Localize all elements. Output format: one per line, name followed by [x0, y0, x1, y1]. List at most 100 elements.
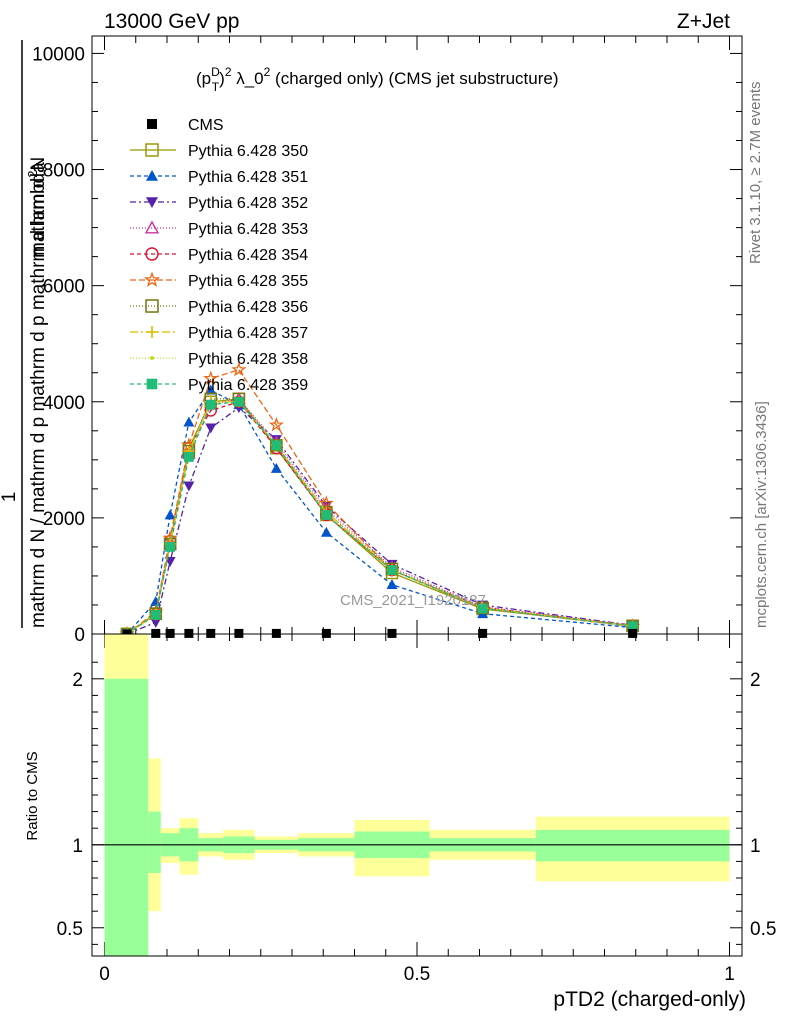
ratio-ytick-label: 1	[72, 836, 83, 857]
series-point-5	[203, 370, 219, 385]
legend-marker	[145, 247, 159, 261]
title-lambda: λ_0	[232, 69, 264, 88]
title-base: (p	[196, 69, 211, 88]
series-point-2	[205, 423, 217, 434]
header-left: 13000 GeV pp	[104, 10, 239, 33]
main-ytick-label: 10000	[32, 44, 85, 65]
ylabel-num-sup: 2	[25, 171, 40, 178]
ratio-band-inner	[104, 678, 149, 956]
ratio-plot: 0.5 0.5 1 1 2 2 0 0.5 1	[57, 633, 776, 985]
legend-label: CMS	[188, 117, 224, 134]
series-point-9	[150, 609, 161, 620]
series-point-1	[164, 509, 176, 520]
legend-marker	[145, 143, 159, 157]
series-point-1	[205, 384, 217, 395]
legend-marker	[144, 220, 160, 234]
legend: CMS Pythia 6.428 350 Pythia 6.428 351 Pythi…	[130, 117, 308, 394]
main-ylabel: 1 mathrm d2N mathrm d N / mathrm d p mat…	[0, 40, 49, 628]
legend-marker	[145, 299, 159, 313]
title-sup: D	[211, 65, 220, 79]
legend-label: Pythia 6.428 350	[188, 143, 308, 160]
ylabel-den: mathrm d N / mathrm d p mathrm d p mathr…	[28, 162, 49, 628]
ylabel-num-a: mathrm d	[28, 178, 49, 258]
legend-cms-marker	[147, 119, 157, 129]
ratio-ytick-label-right: 2	[750, 670, 761, 691]
series-point-1	[386, 579, 398, 590]
series-point-5	[318, 495, 334, 510]
cms-point	[321, 628, 331, 638]
series-point-1	[183, 416, 195, 427]
xtick-label: 0	[99, 964, 110, 985]
legend-label: Pythia 6.428 357	[188, 325, 308, 342]
ylabel-one: 1	[0, 492, 20, 503]
series-point-1	[320, 526, 332, 537]
ylabel-den-c: mathrm d p	[28, 315, 49, 411]
series-point-2	[183, 481, 195, 492]
legend-marker	[150, 356, 154, 360]
rivet-label: Rivet 3.1.10, ≥ 2.7M events	[747, 82, 764, 265]
legend-label: Pythia 6.428 351	[188, 169, 308, 186]
series-point-5	[268, 416, 284, 432]
title-sub: T	[212, 80, 220, 94]
series-point-9	[321, 510, 332, 520]
title-rest: )	[219, 69, 225, 88]
ylabel-num: mathrm d2N	[25, 157, 49, 258]
legend-marker	[146, 170, 158, 181]
header-right: Z+Jet	[677, 10, 730, 33]
ratio-frame	[91, 633, 743, 957]
legend-label: Pythia 6.428 354	[188, 247, 308, 264]
main-ytick-label: 2000	[43, 509, 85, 530]
plot-title: (pD T)2 λ_02 (charged only) (CMS jet subs…	[196, 65, 558, 94]
cms-point	[165, 628, 175, 638]
ratio-ytick-label: 2	[72, 670, 83, 691]
series-point-9	[387, 565, 397, 576]
title-tail: (charged only) (CMS jet substructure)	[270, 69, 558, 88]
cms-point	[628, 628, 638, 638]
watermark: CMS_2021_I1920187	[340, 592, 486, 609]
legend-label: Pythia 6.428 359	[188, 377, 308, 394]
legend-label: Pythia 6.428 352	[188, 195, 308, 212]
legend-label: Pythia 6.428 355	[188, 273, 308, 290]
main-ytick-label: 4000	[43, 393, 85, 414]
series-point-9	[233, 396, 244, 407]
series-point-2	[150, 617, 162, 628]
ylabel-den-d: mathrm d lambda	[28, 162, 49, 310]
ylabel-den-a: mathrm d	[28, 548, 49, 628]
series-line-5	[126, 369, 633, 635]
series-point-9	[205, 399, 216, 410]
ratio-ylabel: Ratio to CMS	[24, 751, 41, 840]
ylabel-num-end: N	[28, 157, 49, 171]
cms-point	[184, 628, 194, 638]
series-point-9	[183, 452, 194, 462]
x-axis-label: pTD2 (charged-only)	[553, 988, 746, 1011]
legend-marker	[146, 197, 158, 208]
main-ytick-label: 0	[74, 625, 85, 646]
ratio-ytick-label-right: 0.5	[750, 919, 776, 940]
series-point-9	[477, 603, 488, 614]
main-ytick-label: 8000	[43, 161, 85, 182]
cms-point	[478, 628, 488, 638]
mcplots-label: mcplots.cern.ch [arXiv:1306.3436]	[753, 401, 770, 628]
legend-label: Pythia 6.428 358	[188, 351, 308, 368]
ratio-band-inner	[148, 811, 161, 874]
cms-point	[387, 628, 397, 638]
title-sup2: 2	[225, 65, 232, 79]
series-point-5	[231, 361, 247, 377]
cms-point	[206, 628, 216, 638]
legend-marker	[146, 326, 158, 338]
legend-marker	[143, 271, 161, 287]
legend-label: Pythia 6.428 353	[188, 221, 308, 238]
ratio-ytick-label-right: 1	[750, 836, 761, 857]
series-point-9	[271, 440, 282, 451]
xtick-label: 0.5	[404, 964, 430, 985]
legend-label: Pythia 6.428 356	[188, 299, 308, 316]
title-sup3: 2	[264, 65, 271, 79]
cms-point	[271, 628, 281, 638]
cms-point	[234, 628, 244, 638]
legend-marker	[146, 378, 158, 390]
cms-point	[151, 628, 161, 638]
series-point-9	[165, 542, 176, 552]
xtick-label: 1	[724, 964, 735, 985]
series-point-1	[270, 463, 282, 473]
